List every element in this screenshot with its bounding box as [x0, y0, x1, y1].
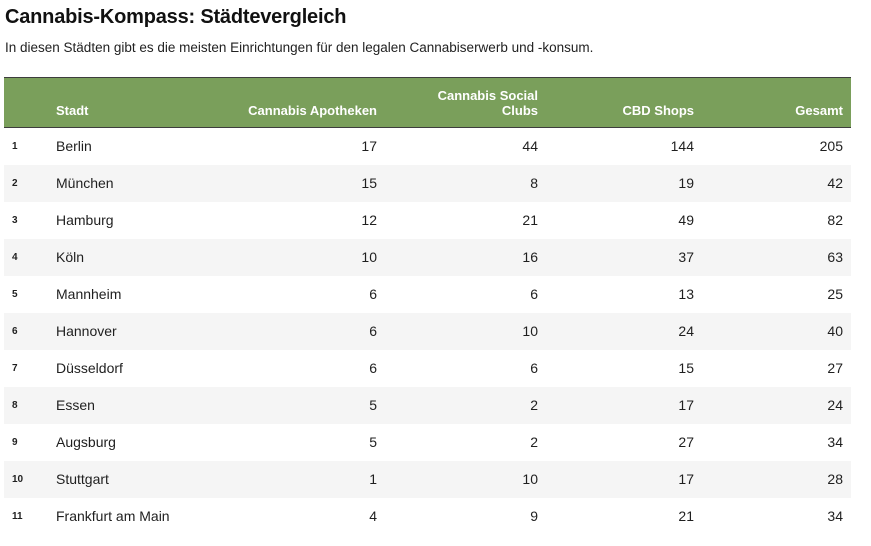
- table-header: Stadt Cannabis Apotheken Cannabis Social…: [4, 77, 851, 128]
- header-social-clubs-label: Cannabis Social Clubs: [437, 88, 538, 118]
- cell-city: Hannover: [56, 323, 117, 339]
- table-row: 8 Essen 5 2 17 24: [4, 386, 851, 424]
- cell-cbd-shops: 21: [678, 508, 694, 524]
- cell-social-clubs: 16: [522, 249, 538, 265]
- cell-social-clubs: 6: [530, 286, 538, 302]
- cell-rank: 8: [12, 399, 18, 411]
- header-cbd-shops: CBD Shops: [622, 103, 695, 118]
- cell-rank: 1: [12, 140, 18, 152]
- cell-rank: 3: [12, 214, 18, 226]
- cell-city: Berlin: [56, 138, 92, 155]
- cell-apotheken: 4: [369, 508, 377, 524]
- cell-apotheken: 5: [369, 434, 377, 450]
- table-body: 1 Berlin 17 44 144 205 2 München 15 8 19 42 3 Hamburg…: [4, 128, 851, 535]
- cell-city: Düsseldorf: [56, 360, 123, 376]
- cell-cbd-shops: 15: [678, 360, 694, 376]
- table-row: 10 Stuttgart 1 10 17 28: [4, 460, 851, 498]
- cell-social-clubs: 8: [530, 175, 538, 191]
- table-row: 11 Frankfurt am Main 4 9 21 34: [4, 498, 851, 535]
- cell-apotheken: 10: [361, 249, 377, 265]
- table-row: 2 München 15 8 19 42: [4, 164, 851, 202]
- table-row: 5 Mannheim 6 6 13 25: [4, 276, 851, 313]
- cell-total: 28: [827, 471, 843, 487]
- cell-apotheken: 6: [369, 286, 377, 302]
- cell-total: 63: [827, 249, 843, 265]
- data-table: Stadt Cannabis Apotheken Cannabis Social…: [4, 77, 851, 535]
- cell-apotheken: 15: [361, 175, 377, 191]
- cell-total: 24: [827, 397, 843, 413]
- cell-cbd-shops: 27: [678, 434, 694, 450]
- cell-city: Essen: [56, 397, 95, 413]
- cell-rank: 10: [12, 473, 24, 485]
- table-row: 9 Augsburg 5 2 27 34: [4, 424, 851, 461]
- table-row: 7 Düsseldorf 6 6 15 27: [4, 350, 851, 387]
- cell-social-clubs: 21: [522, 212, 538, 228]
- cell-total: 82: [827, 212, 843, 228]
- cell-rank: 6: [12, 325, 18, 337]
- cell-city: Frankfurt am Main: [56, 508, 170, 524]
- cell-cbd-shops: 49: [678, 212, 694, 228]
- cell-city: Köln: [56, 249, 85, 265]
- cell-city: Stuttgart: [56, 471, 109, 487]
- cell-city: Mannheim: [56, 286, 122, 302]
- cell-cbd-shops: 24: [678, 323, 694, 339]
- cell-rank: 5: [12, 288, 18, 300]
- cell-cbd-shops: 13: [678, 286, 694, 302]
- cell-city: Hamburg: [56, 212, 114, 228]
- cell-cbd-shops: 17: [678, 471, 694, 487]
- cell-social-clubs: 6: [530, 360, 538, 376]
- cell-cbd-shops: 37: [678, 249, 694, 265]
- cell-city: Augsburg: [56, 434, 116, 450]
- cell-rank: 9: [12, 436, 18, 448]
- cell-rank: 11: [12, 510, 23, 522]
- cell-rank: 7: [12, 362, 18, 374]
- cell-total: 27: [827, 360, 843, 376]
- cell-social-clubs: 9: [530, 508, 538, 524]
- cell-social-clubs: 44: [522, 138, 538, 155]
- cell-apotheken: 5: [369, 397, 377, 413]
- cell-social-clubs: 10: [522, 323, 538, 339]
- cell-cbd-shops: 17: [678, 397, 694, 413]
- header-city: Stadt: [56, 103, 89, 118]
- table-row: 3 Hamburg 12 21 49 82: [4, 202, 851, 239]
- cell-social-clubs: 2: [530, 434, 538, 450]
- cell-apotheken: 1: [369, 471, 377, 487]
- cell-total: 34: [827, 434, 843, 450]
- cell-social-clubs: 10: [522, 471, 538, 487]
- header-total: Gesamt: [795, 103, 843, 118]
- cell-social-clubs: 2: [530, 397, 538, 413]
- cell-apotheken: 6: [369, 360, 377, 376]
- header-apotheken: Cannabis Apotheken: [248, 103, 377, 118]
- header-social-clubs: Cannabis Social Clubs: [385, 78, 546, 128]
- table-row: 6 Hannover 6 10 24 40: [4, 312, 851, 350]
- cell-total: 34: [827, 508, 843, 524]
- table-row: 4 Köln 10 16 37 63: [4, 238, 851, 276]
- cell-total: 40: [827, 323, 843, 339]
- cell-rank: 2: [12, 177, 18, 189]
- cell-total: 205: [819, 138, 843, 155]
- page-title: Cannabis-Kompass: Städtevergleich: [5, 6, 347, 28]
- cell-rank: 4: [12, 251, 18, 263]
- cell-total: 42: [827, 175, 843, 191]
- cell-city: München: [56, 175, 114, 191]
- cell-apotheken: 17: [361, 138, 377, 155]
- cell-apotheken: 6: [369, 323, 377, 339]
- header-rank: [4, 78, 56, 128]
- header-row: Stadt Cannabis Apotheken Cannabis Social…: [4, 77, 851, 128]
- table-row: 1 Berlin 17 44 144 205: [4, 128, 851, 165]
- cell-cbd-shops: 144: [670, 138, 694, 155]
- page-subtitle: In diesen Städten gibt es die meisten Ei…: [5, 40, 594, 55]
- cell-cbd-shops: 19: [678, 175, 694, 191]
- cell-total: 25: [827, 286, 843, 302]
- cell-apotheken: 12: [361, 212, 377, 228]
